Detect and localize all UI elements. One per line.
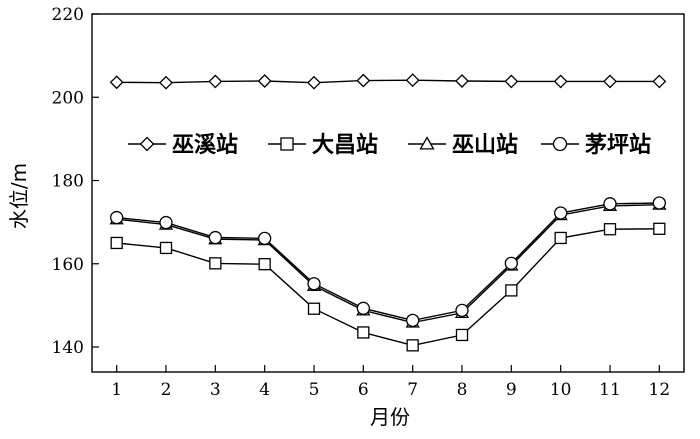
data-point: [109, 75, 124, 90]
legend-label: 巫溪站: [172, 133, 238, 158]
data-point: [455, 303, 469, 318]
x-tick-label: 6: [358, 380, 369, 400]
data-point: [208, 74, 223, 89]
data-point: [356, 73, 371, 88]
x-tick-label: 9: [506, 380, 517, 400]
x-axis-title: 月份: [370, 405, 410, 429]
data-point: [110, 210, 124, 225]
data-point: [603, 223, 617, 236]
y-axis-title: 水位/m: [7, 163, 31, 229]
x-tick-label: 8: [457, 380, 468, 400]
x-tick-label: 12: [649, 380, 671, 400]
x-tick-label: 10: [550, 380, 572, 400]
x-tick-label: 7: [407, 380, 418, 400]
x-tick-label: 1: [111, 380, 122, 400]
data-point: [110, 236, 123, 250]
data-point: [554, 231, 567, 245]
data-point: [307, 75, 321, 90]
legend-item: 巫溪站: [128, 133, 238, 158]
legend-marker: [280, 137, 294, 151]
data-point: [652, 196, 666, 210]
data-point: [652, 74, 667, 89]
x-tick-label: 4: [259, 380, 270, 400]
data-point: [357, 326, 370, 339]
legend-item: 茅坪站: [541, 132, 651, 158]
data-point: [405, 73, 420, 88]
legend-label: 巫山站: [452, 133, 518, 158]
x-tick-label: 5: [309, 380, 320, 400]
series-diamond: [109, 73, 667, 90]
series-circle: [110, 196, 666, 328]
y-tick-label: 220: [52, 5, 84, 25]
series-line: [116, 228, 660, 347]
legend-marker: [139, 136, 155, 152]
data-point: [603, 74, 617, 89]
legend-item: 巫山站: [408, 133, 518, 158]
series-square: [110, 222, 666, 352]
data-point: [258, 231, 272, 246]
y-tick-label: 160: [52, 255, 84, 275]
legend-marker: [552, 136, 568, 152]
data-point: [505, 284, 518, 297]
x-tick-label: 3: [210, 380, 221, 400]
data-point: [258, 258, 271, 271]
data-point: [406, 339, 419, 352]
data-point: [554, 206, 568, 220]
series-line: [116, 204, 660, 324]
data-point: [455, 74, 469, 88]
y-tick-label: 200: [52, 88, 84, 108]
data-point: [208, 230, 222, 245]
data-point: [307, 277, 321, 291]
legend-item: 大昌站: [268, 133, 378, 158]
data-point: [159, 241, 173, 255]
data-point: [209, 257, 222, 270]
x-tick-label: 11: [599, 380, 621, 400]
series-layer: [109, 73, 667, 352]
data-point: [603, 197, 617, 211]
data-point: [504, 74, 519, 89]
data-point: [356, 301, 370, 315]
y-tick-label: 140: [52, 338, 84, 358]
legend-label: 茅坪站: [585, 132, 651, 158]
data-point: [307, 302, 321, 315]
legend-label: 大昌站: [312, 133, 378, 158]
data-point: [553, 74, 568, 89]
data-point: [406, 313, 420, 328]
data-point: [257, 74, 272, 88]
data-point: [159, 215, 173, 230]
y-tick-label: 180: [52, 172, 84, 192]
series-triangle: [109, 197, 667, 328]
legend: 巫溪站 大昌站 巫山站 茅坪站: [128, 132, 651, 158]
series-line: [116, 79, 660, 84]
series-line: [116, 202, 660, 322]
data-point: [504, 256, 518, 271]
legend-marker: [419, 136, 435, 150]
data-point: [159, 75, 173, 90]
data-point: [455, 328, 469, 342]
plot-frame: [91, 13, 685, 373]
data-point: [653, 222, 666, 235]
x-tick-label: 2: [161, 380, 172, 400]
